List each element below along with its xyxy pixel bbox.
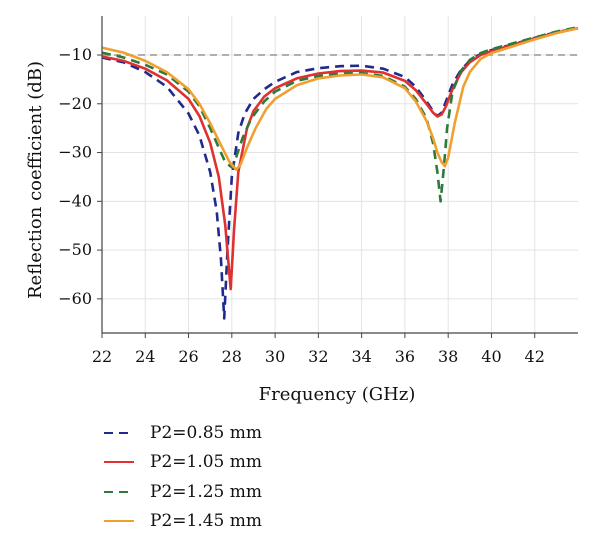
y-tick-label: −40 bbox=[58, 191, 92, 210]
x-tick-label: 36 bbox=[395, 347, 415, 366]
legend-item: P2=1.05 mm bbox=[100, 448, 262, 478]
x-tick-label: 42 bbox=[525, 347, 545, 366]
legend-label: P2=1.05 mm bbox=[150, 452, 262, 473]
y-tick-label: −50 bbox=[58, 240, 92, 259]
grid bbox=[101, 16, 578, 333]
x-tick-label: 22 bbox=[92, 347, 112, 366]
legend-swatch bbox=[104, 490, 134, 493]
x-tick-label: 34 bbox=[351, 347, 371, 366]
tick-labels: 22 24 26 28 30 32 34 36 38 40 42 −10 −20 −30 −40 −50 −60 bbox=[58, 45, 545, 366]
x-tick-label: 38 bbox=[438, 347, 458, 366]
legend-swatch bbox=[104, 520, 134, 523]
y-tick-label: −60 bbox=[58, 289, 92, 308]
reflection-chart: 22 24 26 28 30 32 34 36 38 40 42 −10 −20 −30 −40 −50 −60… bbox=[25, 16, 579, 405]
x-tick-label: 40 bbox=[481, 347, 501, 366]
series-layer bbox=[101, 25, 579, 320]
legend-label: P2=1.45 mm bbox=[150, 511, 262, 532]
legend-label: P2=1.25 mm bbox=[150, 481, 262, 502]
legend-item: P2=0.85 mm bbox=[100, 418, 262, 448]
legend-item: P2=1.45 mm bbox=[100, 507, 262, 537]
legend: P2=0.85 mm P2=1.05 mm P2=1.25 mm P2=1.45 mm bbox=[100, 418, 262, 536]
y-axis-title: Reflection coefficient (dB) bbox=[25, 61, 46, 299]
x-tick-label: 26 bbox=[178, 347, 198, 366]
legend-item: P2=1.25 mm bbox=[100, 477, 262, 507]
series-line bbox=[101, 26, 579, 291]
series-line bbox=[101, 25, 579, 203]
x-tick-label: 24 bbox=[135, 347, 155, 366]
series-line bbox=[101, 26, 579, 171]
x-tick-label: 28 bbox=[222, 347, 242, 366]
legend-label: P2=0.85 mm bbox=[150, 422, 262, 443]
y-tick-label: −20 bbox=[58, 94, 92, 113]
legend-swatch bbox=[104, 431, 134, 434]
legend-swatch bbox=[104, 461, 134, 464]
y-tick-label: −30 bbox=[58, 143, 92, 162]
axes bbox=[97, 16, 578, 338]
x-tick-label: 32 bbox=[308, 347, 328, 366]
x-tick-label: 30 bbox=[265, 347, 285, 366]
y-tick-label: −10 bbox=[58, 45, 92, 64]
x-axis-title: Frequency (GHz) bbox=[259, 384, 416, 405]
